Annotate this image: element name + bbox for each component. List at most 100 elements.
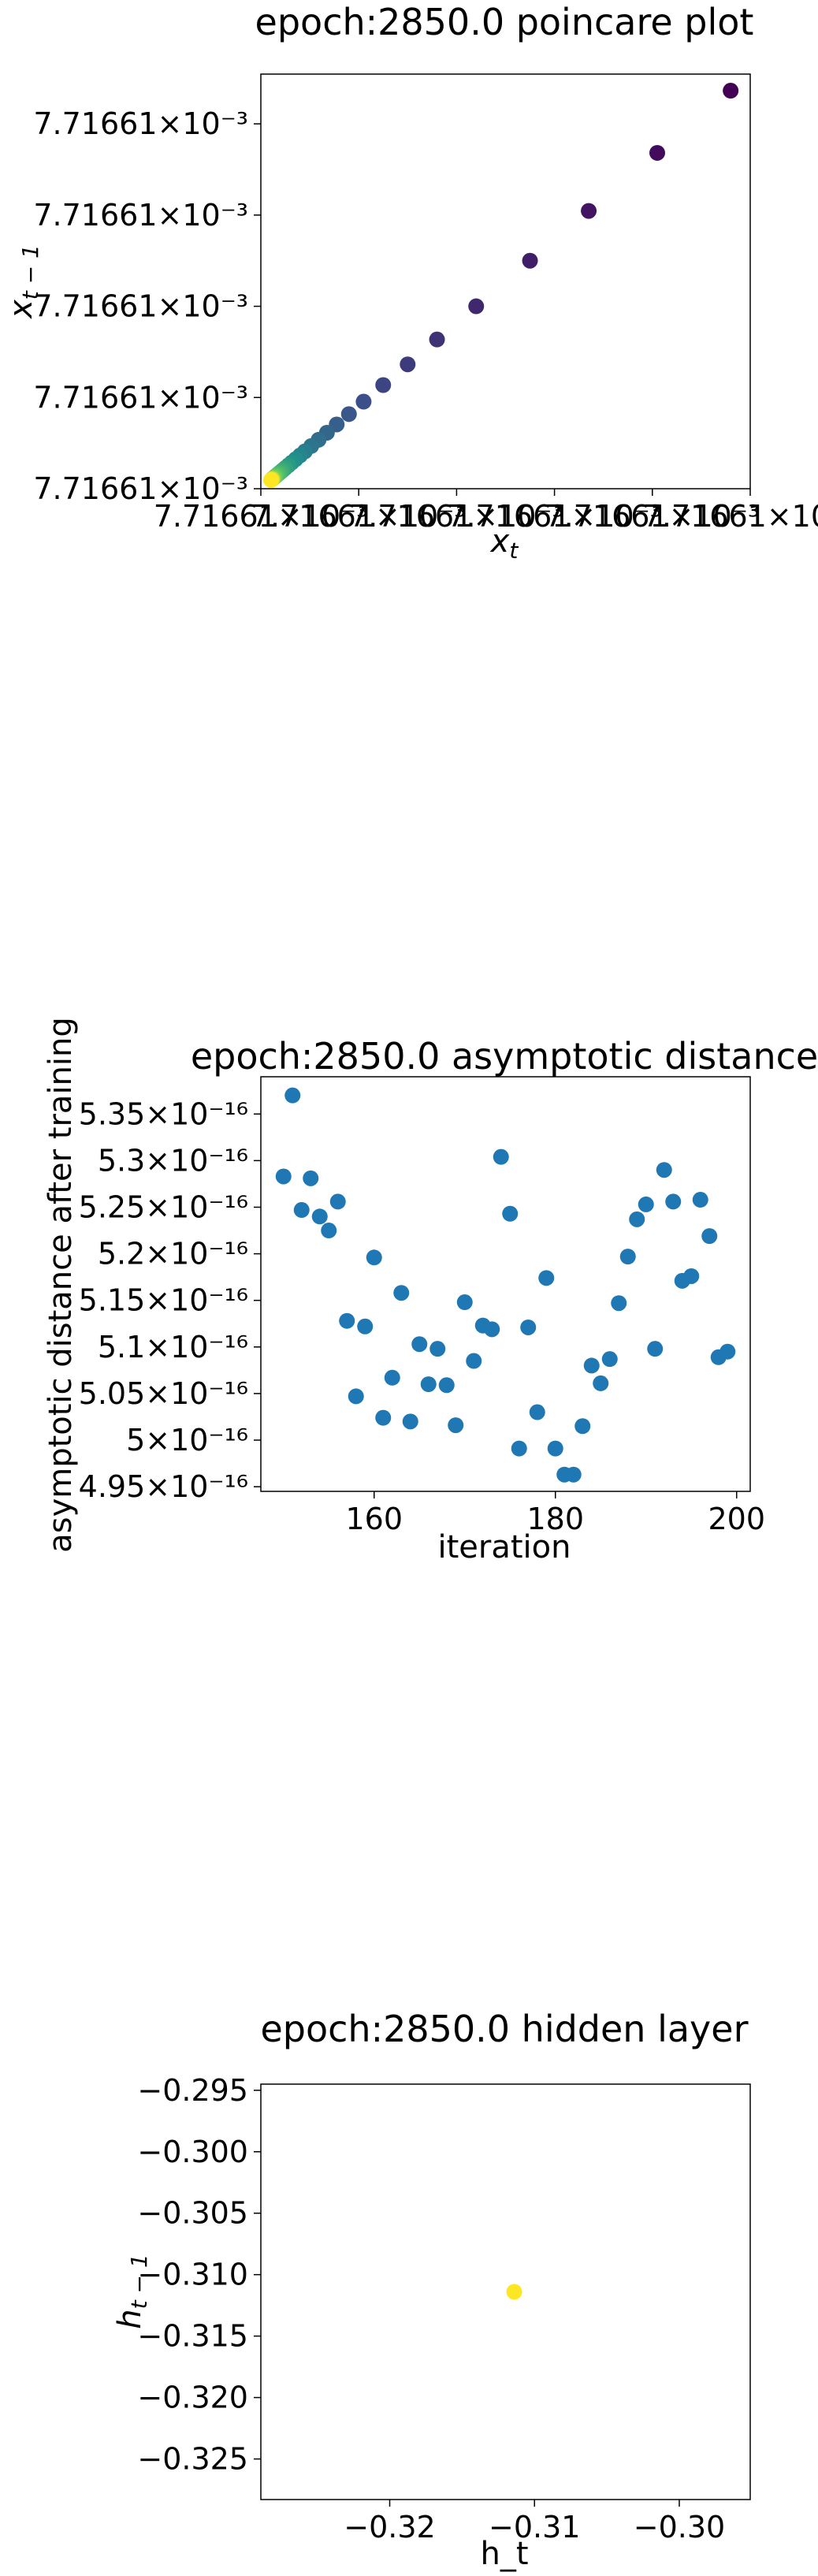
hidden-layer-y-tick-label: −0.305 <box>137 2196 248 2231</box>
poincare-point <box>340 406 357 423</box>
hidden-layer-plot-frame <box>260 2083 751 2500</box>
hidden-layer-chart-title: epoch:2850.0 hidden layer <box>261 2008 749 2050</box>
asymptotic-point <box>402 1413 418 1430</box>
asymptotic-point <box>456 1294 473 1311</box>
poincare-chart: epoch:2850.0 poincare plot 7.71661×10⁻³7… <box>3 1 818 564</box>
poincare-x-label-sub: t <box>509 538 519 564</box>
asymptotic-point <box>665 1193 682 1210</box>
hidden-layer-y-tick-label: −0.325 <box>137 2442 248 2477</box>
poincare-x-tick-label: 7.71661×10⁻³ <box>643 499 818 534</box>
asymptotic-point <box>357 1318 374 1335</box>
poincare-x-tick-label: 7.71661×10⁻³ <box>349 499 564 534</box>
poincare-y-tick-label: 7.71661×10⁻³ <box>33 106 248 141</box>
asymptotic-point <box>701 1228 718 1245</box>
hidden-layer-y-ticks: −0.295 −0.300 −0.305 −0.310 −0.315 −0.320 −0.3… <box>137 2073 261 2477</box>
hidden-layer-y-tick-label: −0.295 <box>137 2073 248 2108</box>
hidden-layer-y-label-base: h <box>112 2309 148 2328</box>
asymptotic-point <box>339 1312 355 1329</box>
poincare-x-tick-label: 7.71661×10⁻³ <box>447 499 662 534</box>
poincare-points <box>263 83 739 488</box>
asymptotic-point <box>366 1249 382 1266</box>
hidden-layer-points <box>506 2284 522 2300</box>
asymptotic-point <box>375 1409 392 1426</box>
hidden-layer-x-tick-label: −0.32 <box>344 2510 435 2544</box>
hidden-layer-y-label-sub: t − 1 <box>126 2254 152 2309</box>
asymptotic-point <box>384 1369 400 1386</box>
asymptotic-point <box>638 1196 654 1212</box>
poincare-x-tick-label: 7.71661×10⁻³ <box>154 499 369 534</box>
asymptotic-point <box>601 1351 618 1368</box>
asymptotic-chart: epoch:2850.0 asymptotic distance 4.95×10… <box>43 1017 818 1565</box>
hidden-layer-x-axis-label: h_t <box>480 2536 528 2572</box>
asymptotic-y-tick-label: 5.35×10⁻¹⁶ <box>79 1096 248 1131</box>
asymptotic-points <box>275 1087 736 1483</box>
hidden-layer-y-tick-label: −0.310 <box>137 2258 248 2292</box>
asymptotic-x-tick-label: 180 <box>526 1502 584 1536</box>
poincare-point <box>468 298 485 315</box>
asymptotic-point <box>719 1343 736 1360</box>
poincare-x-ticks: 7.71661×10⁻³7.71661×10⁻³7.71661×10⁻³7.71… <box>154 489 818 534</box>
asymptotic-x-ticks: 160 180 200 <box>345 1491 765 1536</box>
poincare-point <box>429 331 445 348</box>
asymptotic-point <box>329 1193 346 1210</box>
asymptotic-x-tick-label: 160 <box>345 1502 403 1536</box>
hidden-layer-x-tick-label: −0.31 <box>489 2510 580 2544</box>
asymptotic-point <box>466 1353 482 1369</box>
asymptotic-y-tick-label: 5.3×10⁻¹⁶ <box>98 1143 248 1178</box>
poincare-chart-title: epoch:2850.0 poincare plot <box>255 1 754 43</box>
asymptotic-point <box>393 1285 410 1301</box>
poincare-y-tick-label: 7.71661×10⁻³ <box>33 380 248 415</box>
hidden-layer-chart: epoch:2850.0 hidden layer −0.295−0.300−0… <box>112 2008 751 2572</box>
asymptotic-point <box>692 1192 708 1208</box>
poincare-point <box>375 377 392 393</box>
hidden-layer-y-tick-label: −0.315 <box>137 2319 248 2354</box>
poincare-y-tick-label: 7.71661×10⁻³ <box>33 289 248 324</box>
asymptotic-point <box>429 1341 446 1357</box>
hidden-layer-y-tick-label: −0.320 <box>137 2381 248 2415</box>
asymptotic-y-axis-label: asymptotic distance after training <box>43 1017 79 1553</box>
asymptotic-y-tick-label: 4.95×10⁻¹⁶ <box>79 1469 248 1504</box>
asymptotic-y-ticks: 4.95×10⁻¹⁶ 5×10⁻¹⁶ 5.05×10⁻¹⁶ 5.1×10⁻¹⁶ 5.15… <box>79 1096 261 1504</box>
poincare-x-tick-label: 7.71661×10⁻³ <box>251 499 467 534</box>
asymptotic-point <box>583 1357 600 1374</box>
poincare-point <box>723 83 739 99</box>
asymptotic-point <box>284 1087 301 1104</box>
poincare-plot-frame <box>260 73 751 490</box>
asymptotic-point <box>619 1249 636 1265</box>
asymptotic-point <box>411 1336 428 1353</box>
asymptotic-point <box>348 1388 364 1405</box>
hidden-layer-x-tick-label: −0.30 <box>634 2510 725 2544</box>
poincare-y-label-base: x <box>3 300 39 320</box>
asymptotic-point <box>420 1376 437 1393</box>
asymptotic-point <box>311 1208 328 1225</box>
poincare-point <box>581 203 597 219</box>
hidden-layer-y-axis-label: ht − 1 <box>112 2254 152 2328</box>
asymptotic-point <box>593 1375 609 1391</box>
hidden-layer-y-tick-label: −0.300 <box>137 2135 248 2169</box>
asymptotic-point <box>502 1205 519 1222</box>
asymptotic-point <box>484 1321 500 1338</box>
asymptotic-point <box>520 1319 537 1335</box>
asymptotic-point <box>293 1202 310 1219</box>
asymptotic-point <box>574 1418 591 1435</box>
asymptotic-y-tick-label: 5.25×10⁻¹⁶ <box>79 1189 248 1224</box>
asymptotic-y-tick-label: 5.15×10⁻¹⁶ <box>79 1283 248 1318</box>
poincare-y-axis-label: xt − 1 <box>3 244 43 320</box>
asymptotic-point <box>611 1295 627 1312</box>
asymptotic-point <box>538 1270 555 1286</box>
asymptotic-point <box>656 1162 672 1178</box>
poincare-x-label-base: x <box>489 523 510 560</box>
poincare-point <box>522 252 538 269</box>
poincare-x-tick-label: 7.71661×10⁻³ <box>545 499 760 534</box>
poincare-y-tick-label: 7.71661×10⁻³ <box>33 471 248 506</box>
asymptotic-point <box>438 1377 455 1394</box>
asymptotic-point <box>321 1223 337 1239</box>
poincare-point <box>355 393 372 410</box>
poincare-y-label-sub: t − 1 <box>17 244 43 300</box>
asymptotic-point <box>275 1168 292 1185</box>
asymptotic-point <box>647 1341 664 1357</box>
poincare-point <box>649 144 666 161</box>
asymptotic-point <box>511 1440 527 1457</box>
hidden-layer-point <box>506 2284 522 2300</box>
